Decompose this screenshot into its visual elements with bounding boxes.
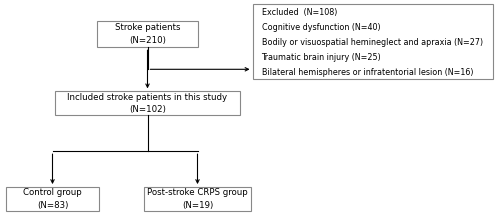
Bar xyxy=(144,187,252,211)
Text: Cognitive dysfunction (N=40): Cognitive dysfunction (N=40) xyxy=(262,23,380,32)
Bar xyxy=(98,21,198,47)
Text: Bodily or visuospatial hemineglect and apraxia (N=27): Bodily or visuospatial hemineglect and a… xyxy=(262,38,482,47)
Text: Excluded  (N=108): Excluded (N=108) xyxy=(262,8,337,17)
Text: Stroke patients
(N=210): Stroke patients (N=210) xyxy=(115,23,180,45)
Text: Traumatic brain injury (N=25): Traumatic brain injury (N=25) xyxy=(262,53,382,62)
Text: Included stroke patients in this study
(N=102): Included stroke patients in this study (… xyxy=(68,93,228,114)
Bar xyxy=(55,91,240,116)
Bar xyxy=(6,187,99,211)
Bar xyxy=(252,4,492,79)
Text: Bilateral hemispheres or infratentorial lesion (N=16): Bilateral hemispheres or infratentorial … xyxy=(262,68,473,77)
Text: Control group
(N=83): Control group (N=83) xyxy=(23,188,82,210)
Text: Post-stroke CRPS group
(N=19): Post-stroke CRPS group (N=19) xyxy=(147,188,248,210)
